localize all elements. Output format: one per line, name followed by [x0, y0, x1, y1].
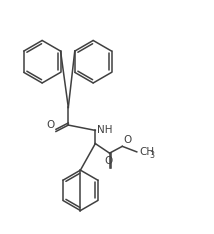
- Text: O: O: [123, 135, 131, 145]
- Text: O: O: [46, 120, 55, 130]
- Text: NH: NH: [97, 125, 113, 135]
- Text: O: O: [104, 156, 112, 166]
- Text: CH: CH: [139, 147, 154, 157]
- Text: 3: 3: [149, 150, 154, 160]
